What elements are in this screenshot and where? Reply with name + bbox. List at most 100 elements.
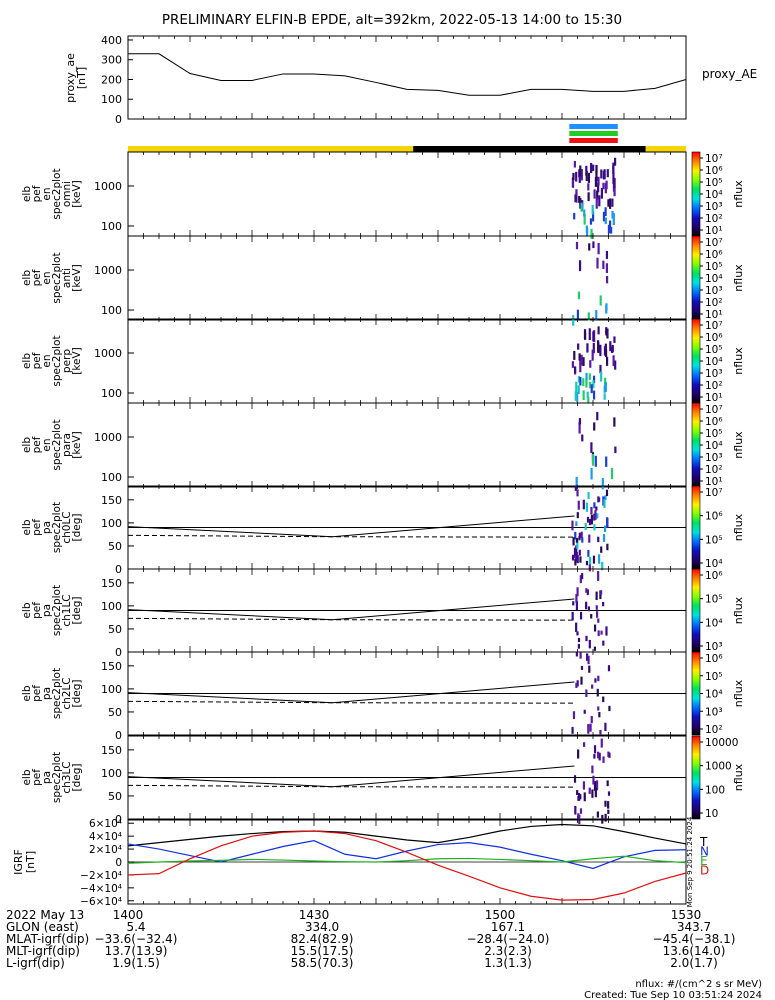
pitch-y-axis-label-line: ch3LC (61, 761, 73, 793)
spectrogram-pixel (582, 499, 585, 510)
spectrogram-pixel (592, 555, 596, 564)
pitch-y-axis-label-line: [deg] (71, 680, 83, 708)
proxy-ae-panel: 400 300 200 100 0 proxy_ae[nT] proxy_AE (64, 34, 757, 126)
spectrogram-pixel (594, 678, 597, 683)
spectrogram-pixel (602, 640, 605, 646)
spectrogram-pixel (584, 522, 587, 531)
spectrogram-pixel (588, 328, 591, 341)
spectrogram-pixel (583, 792, 586, 802)
spectrogram-pixel (586, 653, 589, 661)
spectrogram-pixel (593, 524, 596, 531)
spectrogram-pixel (577, 385, 580, 395)
spectrogram-pixel (591, 204, 594, 215)
spectrogram-pixel (578, 171, 581, 183)
spectrogram-pixel (579, 652, 582, 659)
spectrogram-pixel (604, 495, 607, 500)
spectrogram-pixel (579, 198, 582, 209)
spectrogram-pixel (603, 499, 606, 508)
spectrogram-pixel (586, 589, 589, 596)
spectrogram-pixel (604, 217, 607, 225)
colorbar-tick-label: 10⁴ (705, 689, 723, 701)
spectrogram-pixel (580, 354, 583, 366)
spectrogram-pixel (604, 349, 608, 358)
spectrogram-pixel (575, 594, 578, 603)
spectrogram-pixel (576, 587, 579, 597)
spectrogram-pixel (590, 468, 593, 480)
spectrogram-pixel (590, 442, 593, 453)
spectrogram-pixel (613, 177, 616, 188)
spectrogram-pixel (601, 478, 604, 490)
spectrogram-pixel (590, 162, 593, 174)
spectrogram-pixel (579, 376, 582, 386)
spectrogram-pixel (600, 546, 603, 553)
energy-y-axis-label-line: pef (31, 185, 43, 202)
colorbar-tick-label: 10⁶ (705, 570, 723, 582)
spectrogram-pixel (586, 516, 590, 523)
pitch-y-axis-label-line: pa (41, 771, 53, 784)
spectrogram-pixel (575, 241, 579, 250)
colorbar (691, 151, 701, 237)
spectrogram-pixel (575, 537, 579, 543)
energy-y-tick-label: 100 (101, 471, 122, 484)
spectrogram-pixel (593, 745, 597, 754)
spectrogram-pixel (602, 756, 605, 763)
spectrogram-pixel (608, 198, 612, 209)
colorbar-tick-label: 10⁶ (705, 416, 723, 428)
spectrogram-pixel (587, 397, 590, 404)
spectrogram-pixel (586, 391, 589, 399)
energy-y-axis-label-line: elb (21, 270, 33, 286)
igrf-y-axis-label: [nT] (24, 851, 37, 873)
energy-panel-omni: 1000100elbpefenspec2plotomni[keV]10⁷10⁶1… (21, 151, 745, 239)
pitch-y-axis-label-line: spec2plot (51, 502, 63, 553)
igrf-series-T (127, 823, 687, 847)
spectrogram-pixel (573, 350, 576, 360)
pitch-y-tick-label: 50 (108, 706, 122, 719)
colorbar-label: nflux (732, 180, 745, 208)
spectrogram-pixel (613, 417, 616, 427)
spectrogram-pixel (595, 611, 599, 618)
footer-time-tick: 1500 (485, 908, 516, 922)
spectrogram-pixel (574, 486, 577, 491)
igrf-y-tick-label: −6×10⁴ (80, 896, 122, 908)
sunlit-segment-sunlit (128, 146, 414, 152)
spectrogram-pixel (585, 372, 588, 384)
spectrogram-pixel (591, 454, 595, 466)
spectrogram-pixel (578, 195, 581, 203)
spectrogram-pixel (587, 192, 590, 202)
colorbar-tick-label: 10⁷ (705, 404, 723, 416)
spectrogram-pixel (606, 517, 609, 527)
pitch-y-axis-label-line: [deg] (71, 597, 83, 625)
pitch-y-tick-label: 100 (101, 517, 122, 530)
spectrogram-pixel (573, 547, 577, 556)
pitch-y-tick-label: 150 (101, 494, 122, 507)
spectrogram-pixel (578, 536, 581, 541)
energy-y-axis-label-line: spec2plot (51, 252, 63, 303)
colorbar-label: nflux (732, 596, 745, 624)
pitch-y-axis-label-line: spec2plot (51, 668, 63, 719)
footer-value: 1.3(1.3) (484, 956, 532, 970)
colorbar-label: nflux (732, 264, 745, 292)
spectrogram-pixel (595, 780, 599, 791)
pitch-y-tick-label: 0 (115, 813, 122, 826)
colorbar-tick-label: 10⁷ (705, 487, 723, 499)
loss-cone-line (127, 681, 575, 704)
pitch-y-tick-label: 100 (101, 683, 122, 696)
spectrogram-pixel (588, 373, 591, 381)
footer-value: −33.6(−32.4) (95, 932, 178, 946)
spectrogram-pixel (571, 726, 574, 734)
ae-y-tick-label: 100 (101, 93, 122, 106)
igrf-y-tick-label: 6×10⁴ (89, 818, 122, 830)
energy-y-axis-label-line: omni (61, 181, 73, 207)
spectrogram-pixel (603, 393, 606, 400)
spectrogram-pixel (597, 751, 600, 759)
spectrogram-pixel (592, 343, 595, 354)
spectrogram-pixel (593, 422, 596, 431)
spectrogram-pixel (580, 531, 583, 539)
spectrogram-pixel (587, 312, 590, 321)
spectrogram-pixel (600, 630, 603, 635)
spectrogram-pixel (582, 357, 585, 367)
ae-legend-label: proxy_AE (702, 67, 757, 81)
colorbar-tick-label: 10¹ (705, 392, 723, 404)
anti-loss-cone-line (127, 784, 575, 788)
